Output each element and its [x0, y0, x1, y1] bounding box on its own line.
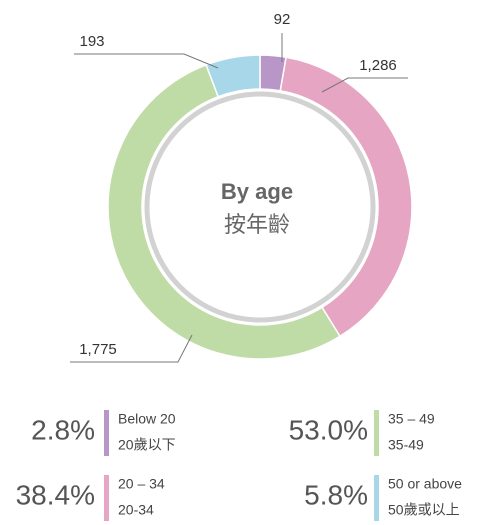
- inner-ring: [144, 91, 376, 323]
- legend-label: Below 20: [118, 411, 176, 427]
- leader-line: [321, 77, 408, 93]
- legend-label: 50 or above: [388, 476, 462, 492]
- legend-label-zh: 50歲或以上: [388, 502, 460, 518]
- legend-swatch: [104, 475, 109, 521]
- legend-percent: 5.8%: [304, 479, 368, 510]
- legend-label: 20 – 34: [118, 476, 165, 492]
- chart-title: By age: [221, 179, 293, 204]
- legend-percent: 2.8%: [31, 414, 95, 445]
- legend-label: 35 – 49: [388, 411, 435, 427]
- legend-label-zh: 20-34: [118, 502, 154, 518]
- legend-label-zh: 20歲以下: [118, 437, 176, 453]
- donut-segment: [205, 54, 261, 98]
- value-label: 193: [79, 33, 104, 50]
- legend-label-zh: 35-49: [388, 437, 424, 453]
- leader-line: [74, 53, 219, 69]
- legend-percent: 53.0%: [289, 414, 368, 445]
- legend-swatch: [374, 475, 379, 521]
- value-label: 1,775: [79, 341, 117, 358]
- legend-swatch: [374, 410, 379, 456]
- value-label: 92: [274, 11, 291, 28]
- legend-percent: 38.4%: [16, 479, 95, 510]
- chart-subtitle: 按年齡: [224, 212, 290, 237]
- legend-swatch: [104, 410, 109, 456]
- value-label: 1,286: [359, 57, 397, 74]
- leader-line: [70, 334, 193, 363]
